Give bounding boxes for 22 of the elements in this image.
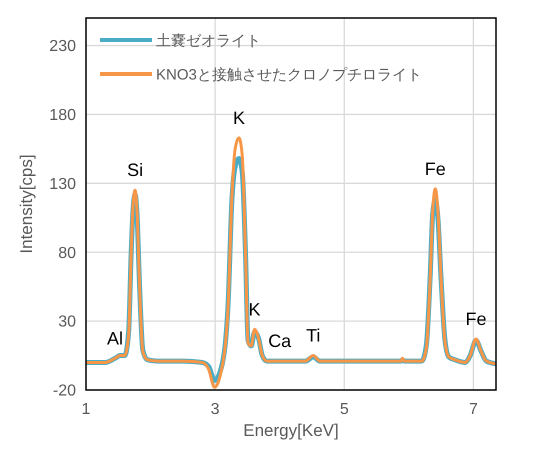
x-tick-label: 1 <box>82 401 91 418</box>
y-tick-label: 180 <box>49 107 76 124</box>
annotation: K <box>233 108 246 128</box>
annotation: Fe <box>465 309 486 330</box>
annotation: Fe <box>424 158 446 179</box>
y-tick-label: 80 <box>58 244 76 262</box>
x-axis-title: Energy[KeV] <box>243 421 339 440</box>
x-tick-label: 7 <box>468 401 478 418</box>
legend-label: KNO3と接触させたクロノプチロライト <box>156 66 422 84</box>
y-tick-label: -20 <box>52 382 76 400</box>
x-tick-label: 5 <box>340 401 349 418</box>
annotation: Si <box>127 160 144 180</box>
y-tick-label: 30 <box>58 314 76 331</box>
annotation: Ca <box>268 331 292 352</box>
annotation: Al <box>107 328 124 348</box>
annotation: K <box>248 299 261 320</box>
annotation: Ti <box>306 326 320 346</box>
y-axis-title: Intensity[cps] <box>17 154 36 254</box>
x-tick-label: 3 <box>210 401 220 418</box>
y-tick-label: 130 <box>49 176 76 193</box>
legend-label: 土嚢ゼオライト <box>156 32 261 50</box>
y-tick-label: 230 <box>49 38 76 56</box>
